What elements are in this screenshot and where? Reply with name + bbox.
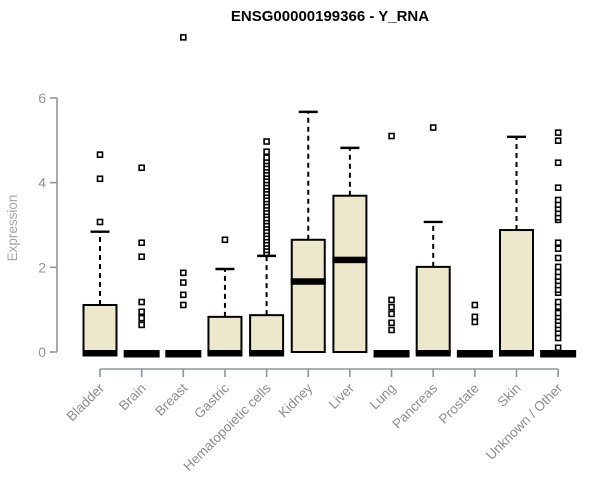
x-tick-label-prostate: Prostate (436, 381, 482, 427)
median-unknown-other (540, 350, 577, 358)
box-skin (499, 229, 534, 353)
box-bladder (82, 303, 118, 353)
outlier-lung (388, 310, 395, 318)
outlier-breast (180, 279, 187, 286)
median-bladder (82, 350, 118, 357)
x-tick-label-group: Prostate (436, 381, 482, 427)
outlier-breast (180, 291, 187, 299)
median-gastric (207, 350, 243, 357)
outlier-unknown-other (554, 268, 562, 276)
outlier-brain (138, 298, 145, 306)
outlier-prostate (471, 301, 479, 309)
x-tick-label-pancreas: Pancreas (389, 380, 440, 431)
median-lung (373, 350, 410, 358)
outlier-brain (138, 164, 145, 172)
median-liver (332, 256, 368, 264)
median-prostate (456, 350, 493, 358)
x-tick-label-group: Skin (494, 381, 523, 410)
y-tick-label-4: 4 (38, 175, 46, 191)
median-skin (499, 350, 534, 357)
outlier-unknown-other (554, 196, 562, 204)
chart-title: ENSG00000199366 - Y_RNA (231, 8, 429, 25)
outlier-bladder (96, 151, 104, 158)
x-tick-label-lung: Lung (367, 381, 399, 413)
outlier-brain (138, 308, 145, 316)
y-tick-label-0: 0 (38, 344, 46, 360)
x-tick-label-group: Gastric (191, 380, 232, 421)
outlier-prostate (471, 313, 479, 321)
outlier-unknown-other (554, 184, 562, 191)
outlier-unknown-other (554, 344, 562, 352)
box-liver (332, 194, 368, 353)
x-tick-label-group: Bladder (64, 380, 108, 424)
median-brain (123, 350, 160, 358)
outlier-hematopoietic-cells (263, 148, 270, 155)
x-tick-label-group: Unknown / Other (483, 380, 566, 463)
box-hematopoietic-cells (249, 314, 285, 353)
outlier-breast (180, 34, 187, 41)
outlier-lung (388, 303, 395, 311)
outlier-lung (388, 319, 395, 327)
median-pancreas (415, 350, 451, 357)
median-kidney (290, 278, 326, 285)
outlier-brain (138, 253, 145, 261)
x-tick-label-breast: Breast (152, 380, 190, 418)
x-tick-label-group: Liver (326, 380, 358, 412)
outlier-hematopoietic-cells (263, 154, 270, 161)
box-kidney (290, 238, 326, 354)
x-tick-label-group: Kidney (276, 380, 316, 420)
outlier-gastric (221, 236, 229, 244)
x-tick-label-liver: Liver (326, 380, 358, 412)
x-tick-label-group: Lung (367, 381, 399, 413)
box-gastric (207, 315, 243, 353)
x-tick-label-gastric: Gastric (191, 380, 232, 421)
y-axis-title: Expression (5, 195, 20, 262)
outlier-hematopoietic-cells (263, 138, 270, 145)
box-pancreas (415, 265, 451, 353)
boxplot-marks (82, 34, 577, 358)
x-tick-label-kidney: Kidney (276, 380, 316, 420)
outlier-lung (388, 326, 395, 334)
x-tick-label-group: Breast (152, 380, 190, 418)
outlier-unknown-other (554, 254, 562, 262)
outlier-unknown-other (554, 245, 562, 252)
x-tick-label-bladder: Bladder (64, 380, 108, 424)
y-tick-label-6: 6 (38, 90, 46, 106)
outlier-unknown-other (554, 334, 562, 342)
outlier-unknown-other (554, 159, 562, 166)
x-tick-label-group: Brain (116, 381, 149, 414)
x-tick-label-unknown-other: Unknown / Other (483, 380, 566, 463)
outlier-lung (388, 296, 395, 304)
outlier-bladder (96, 218, 104, 226)
outlier-unknown-other (554, 239, 562, 247)
outlier-brain (138, 321, 145, 329)
x-tick-label-group: Pancreas (389, 380, 440, 431)
outlier-unknown-other (554, 129, 562, 136)
outlier-pancreas (429, 124, 437, 131)
y-axis: 0 2 4 6 (38, 90, 58, 360)
outlier-brain (138, 239, 145, 247)
median-hematopoietic-cells (249, 350, 285, 357)
x-tick-label-brain: Brain (116, 381, 149, 414)
outlier-unknown-other (554, 298, 562, 306)
outlier-breast (180, 301, 187, 309)
outlier-prostate (471, 318, 479, 326)
outlier-brain (138, 314, 145, 322)
median-breast (165, 350, 202, 358)
outlier-breast (180, 269, 187, 277)
outlier-bladder (96, 175, 104, 183)
outlier-unknown-other (554, 137, 562, 144)
y-tick-label-2: 2 (38, 259, 46, 275)
outlier-unknown-other (554, 309, 562, 317)
x-tick-label-skin: Skin (494, 381, 523, 410)
outlier-lung (388, 132, 395, 140)
outlier-unknown-other (554, 263, 562, 271)
